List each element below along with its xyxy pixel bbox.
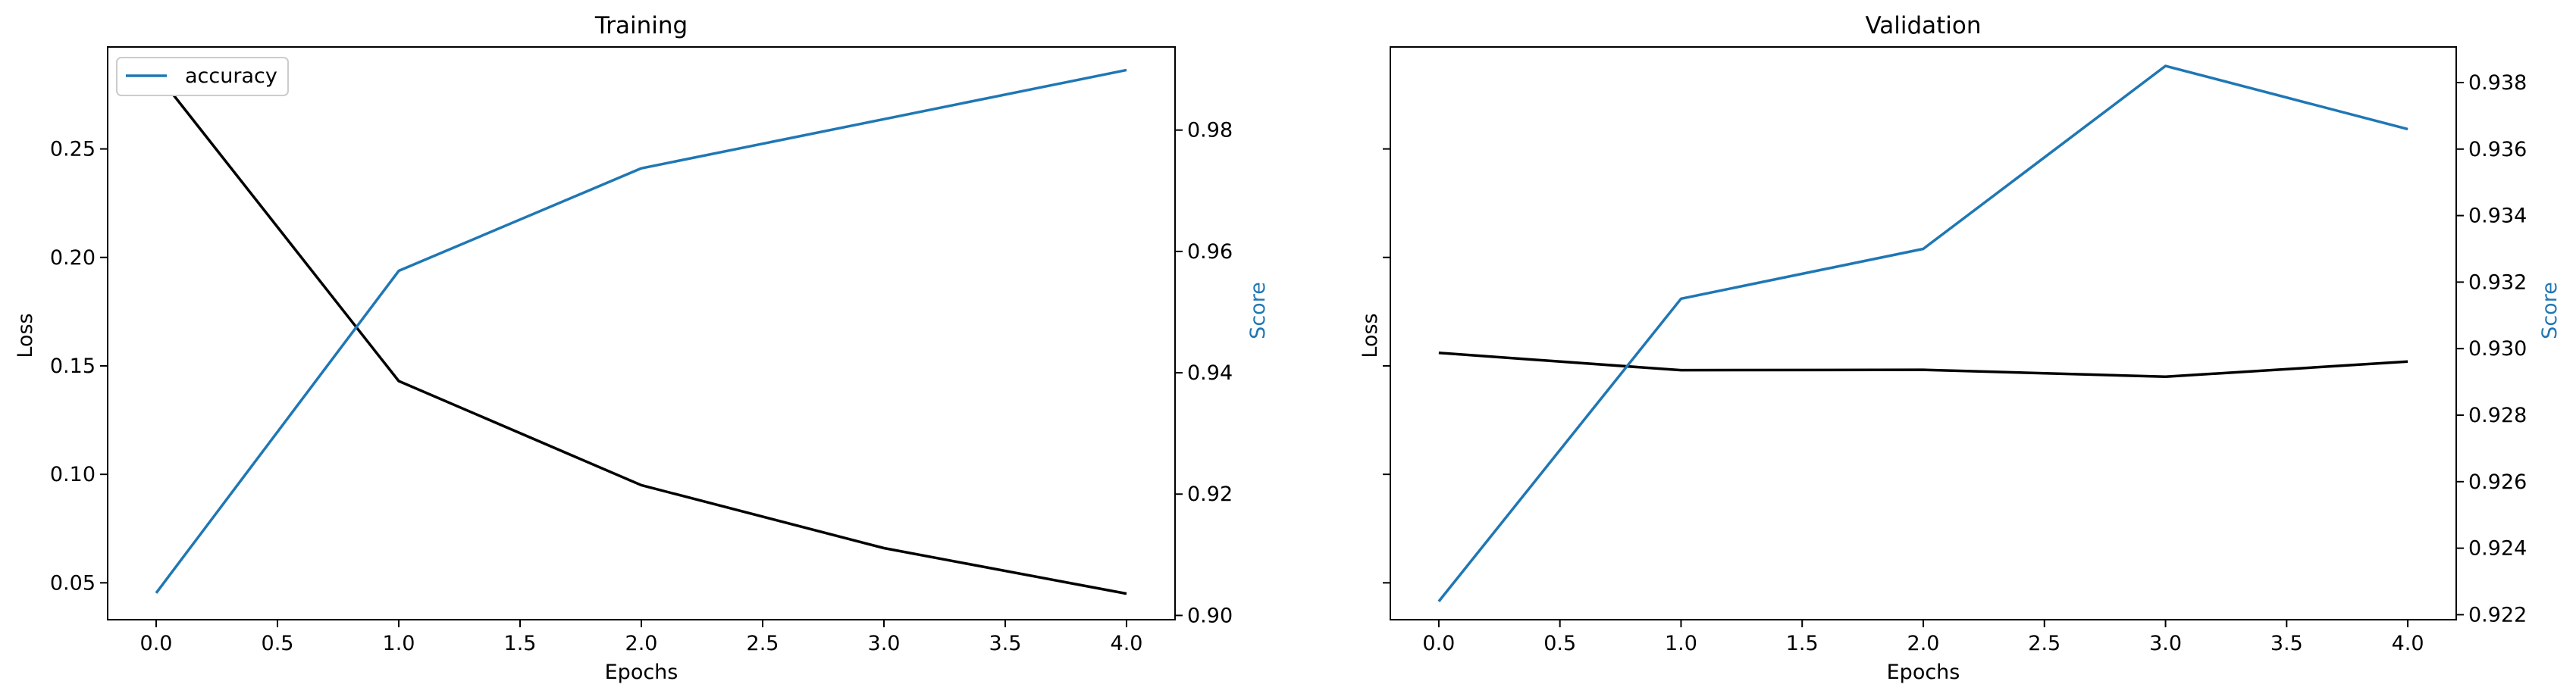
validation-x-tick-label: 1.0 <box>1665 632 1697 655</box>
validation-plot-area <box>1437 64 2408 602</box>
validation-score-ticks: 0.922 0.924 0.926 0.928 0.930 0.932 0.934 0.936… <box>2456 71 2527 627</box>
training-title: Training <box>594 12 688 39</box>
training-x-tick-label: 1.0 <box>383 632 415 655</box>
validation-x-tick-label: 2.5 <box>2028 632 2060 655</box>
training-score-tick-label: 0.96 <box>1187 240 1233 264</box>
validation-x-tick-label: 0.0 <box>1422 632 1455 655</box>
training-panel: Training Epochs Loss Score 0.0 0.5 1.0 1.5 2… <box>14 12 1270 684</box>
validation-score-tick-label: 0.928 <box>2468 404 2527 427</box>
training-score-tick-label: 0.90 <box>1187 604 1233 627</box>
training-x-tick-label: 3.0 <box>868 632 901 655</box>
training-x-tick-label: 0.5 <box>262 632 294 655</box>
validation-score-tick-label: 0.930 <box>2468 337 2527 361</box>
training-legend: accuracy <box>116 57 289 96</box>
training-loss-axis-label: Loss <box>14 313 37 358</box>
training-x-tick-label: 0.0 <box>140 632 173 655</box>
validation-x-tick-label: 0.5 <box>1543 632 1576 655</box>
validation-loss-ticks <box>1383 148 1390 584</box>
training-score-ticks: 0.90 0.92 0.94 0.96 0.98 <box>1175 119 1233 627</box>
validation-x-tick-label: 4.0 <box>2392 632 2424 655</box>
validation-x-ticks: 0.0 0.5 1.0 1.5 2.0 2.5 3.0 3.5 4.0 <box>1422 620 2424 655</box>
validation-x-tick-label: 3.5 <box>2270 632 2303 655</box>
training-loss-tick-label: 0.25 <box>50 138 96 161</box>
training-x-ticks: 0.0 0.5 1.0 1.5 2.0 2.5 3.0 3.5 4.0 <box>140 620 1143 655</box>
training-loss-ticks: 0.05 0.10 0.15 0.20 0.25 <box>50 138 108 595</box>
validation-panel: Validation Epochs Loss Score 0.0 0.5 1.0 1.… <box>1359 12 2562 684</box>
validation-axes-frame <box>1390 46 2457 620</box>
validation-x-tick-label: 1.5 <box>1786 632 1819 655</box>
validation-score-tick-label: 0.932 <box>2468 270 2527 294</box>
legend-label-accuracy: accuracy <box>185 64 277 88</box>
training-loss-tick-label: 0.05 <box>50 571 96 595</box>
validation-score-tick-label: 0.936 <box>2468 138 2527 161</box>
validation-score-tick-label: 0.934 <box>2468 205 2527 228</box>
training-x-tick-label: 2.5 <box>747 632 779 655</box>
validation-score-tick-label: 0.922 <box>2468 603 2527 627</box>
training-loss-tick-label: 0.15 <box>50 355 96 378</box>
validation-loss-axis-label: Loss <box>1359 313 1382 358</box>
training-x-tick-label: 3.5 <box>989 632 1022 655</box>
training-loss-tick-label: 0.20 <box>50 246 96 270</box>
validation-x-tick-label: 3.0 <box>2149 632 2182 655</box>
training-x-tick-label: 2.0 <box>625 632 658 655</box>
training-axes-frame <box>107 46 1176 620</box>
training-score-tick-label: 0.94 <box>1187 361 1233 385</box>
training-plot-area <box>155 68 1127 595</box>
validation-title: Validation <box>1865 12 1981 39</box>
legend-box <box>116 57 289 96</box>
training-x-tick-label: 1.5 <box>504 632 537 655</box>
training-x-axis-label: Epochs <box>605 661 678 684</box>
training-score-tick-label: 0.98 <box>1187 119 1233 142</box>
training-x-tick-label: 4.0 <box>1111 632 1143 655</box>
validation-x-tick-label: 2.0 <box>1907 632 1940 655</box>
validation-score-axis-label: Score <box>2538 282 2562 339</box>
validation-score-tick-label: 0.938 <box>2468 71 2527 95</box>
validation-score-tick-label: 0.924 <box>2468 537 2527 561</box>
training-score-tick-label: 0.92 <box>1187 483 1233 506</box>
training-loss-tick-label: 0.10 <box>50 463 96 486</box>
validation-score-tick-label: 0.926 <box>2468 470 2527 494</box>
validation-x-axis-label: Epochs <box>1887 661 1960 684</box>
training-score-axis-label: Score <box>1246 282 1270 339</box>
